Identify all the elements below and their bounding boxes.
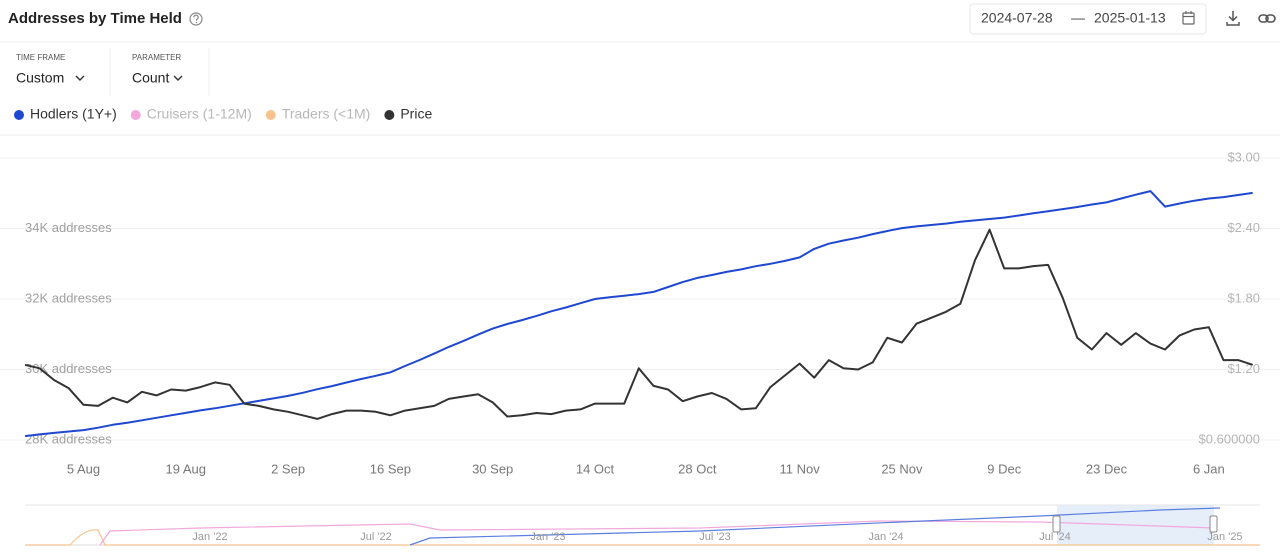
navigator-label: Jul '22 (360, 531, 391, 543)
legend-item[interactable]: Price (384, 106, 432, 122)
y-tick-label: 30K addresses (25, 361, 112, 376)
dropdown-chevron[interactable] (173, 75, 183, 81)
widget-title: Addresses by Time Held (8, 10, 182, 27)
y2-tick-label: $2.40 (1227, 220, 1260, 235)
y2-tick-label: $0.600000 (1199, 431, 1260, 446)
series-line (24, 228, 1254, 420)
dropdown-chevron[interactable] (75, 75, 85, 81)
control-label: TIME FRAME (16, 53, 65, 62)
navigator-label: Jul '24 (1039, 531, 1070, 543)
navigator: Jan '22 Jul '22 Jan '23 Jul '23 Jan '24 Jul '… (25, 504, 1260, 546)
x-tick-label: 14 Oct (576, 461, 615, 476)
x-tick-label: 6 Jan (1193, 461, 1225, 476)
x-tick-label: 11 Nov (779, 461, 820, 476)
date-start[interactable]: 2024-07-28 (981, 10, 1053, 26)
link-icon[interactable] (1258, 14, 1276, 23)
control-value[interactable]: Custom (16, 70, 64, 86)
y2-tick-label: $1.80 (1227, 290, 1260, 305)
x-tick-label: 19 Aug (166, 461, 207, 476)
legend-item[interactable]: Hodlers (1Y+) (14, 106, 117, 122)
calendar-icon[interactable] (1182, 11, 1195, 25)
x-tick-label: 23 Dec (1086, 461, 1128, 476)
navigator-handle[interactable] (1209, 515, 1218, 533)
navigator-line (99, 520, 1215, 546)
navigator-handle[interactable] (1052, 515, 1061, 533)
date-range-picker[interactable] (969, 3, 1207, 35)
help-icon[interactable] (189, 12, 203, 26)
y-tick-label: 34K addresses (25, 220, 112, 235)
navigator-label: Jul '23 (699, 531, 730, 543)
legend-label: Hodlers (1Y+) (30, 106, 117, 122)
x-tick-label: 5 Aug (67, 461, 100, 476)
legend-label: Price (400, 106, 432, 122)
plot-area: $0.600000 $1.20 $1.80 $2.40 $3.00 28K address… (0, 149, 1280, 476)
legend-label: Cruisers (1-12M) (147, 106, 252, 122)
y2-tick-label: $3.00 (1227, 149, 1260, 164)
legend-item[interactable]: Cruisers (1-12M) (130, 106, 252, 122)
legend-item[interactable]: Traders (<1M) (265, 106, 371, 122)
legend: Hodlers (1Y+) Cruisers (1-12M) Traders (<1… (14, 106, 432, 122)
x-tick-label: 25 Nov (881, 461, 923, 476)
navigator-line (25, 529, 1260, 546)
control-value[interactable]: Count (132, 70, 169, 86)
x-tick-label: 28 Oct (678, 461, 717, 476)
x-tick-label: 16 Sep (370, 461, 411, 476)
x-tick-label: 2 Sep (271, 461, 305, 476)
y2-tick-label: $1.20 (1227, 361, 1260, 376)
navigator-label: Jan '23 (530, 531, 565, 543)
series-line (24, 190, 1253, 438)
download-icon[interactable] (1226, 11, 1240, 26)
x-tick-label: 9 Dec (987, 461, 1021, 476)
navigator-label: Jan '24 (868, 531, 903, 543)
y-tick-label: 32K addresses (25, 290, 112, 305)
navigator-line (409, 507, 1221, 546)
legend-swatch (14, 110, 24, 120)
date-end[interactable]: 2025-01-13 (1094, 10, 1166, 26)
navigator-label: Jan '22 (192, 531, 227, 543)
legend-swatch (384, 110, 395, 120)
legend-label: Traders (<1M) (282, 106, 371, 122)
control-label: PARAMETER (132, 53, 181, 62)
y-tick-label: 28K addresses (25, 431, 112, 446)
navigator-label: Jan '25 (1207, 531, 1242, 543)
legend-swatch (265, 110, 276, 120)
legend-swatch (130, 110, 141, 120)
date-separator: — (1071, 10, 1085, 26)
x-tick-label: 30 Sep (472, 461, 513, 476)
